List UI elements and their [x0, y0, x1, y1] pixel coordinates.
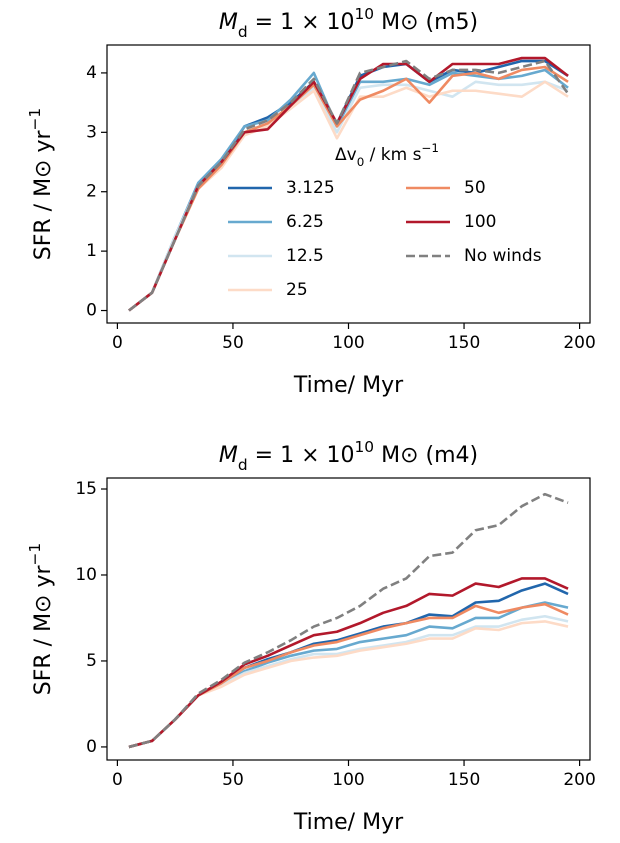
series-line	[128, 601, 569, 749]
series-line	[128, 59, 570, 312]
y-tick-label: 1	[86, 241, 97, 261]
chart-title-part: d	[238, 23, 248, 41]
chart-title-part: = 1 × 10	[248, 443, 355, 468]
x-tick-label: 0	[112, 770, 123, 790]
y-tick-label: 4	[86, 63, 97, 83]
y-axis-label-part: SFR / M⊙ yr	[31, 130, 56, 261]
y-axis-label: SFR / M⊙ yr−1	[26, 543, 57, 695]
legend-label: 25	[286, 280, 308, 300]
x-tick-label: 200	[563, 770, 595, 790]
y-tick-label: 2	[86, 182, 97, 202]
y-tick-label: 0	[86, 737, 97, 757]
x-axis-label: Time/ Myr	[293, 810, 404, 835]
legend-title-part: Δv	[335, 145, 357, 165]
x-tick-label: 50	[222, 333, 244, 353]
y-tick-label: 0	[86, 301, 97, 321]
x-tick-label: 200	[563, 333, 595, 353]
plot-area	[128, 492, 569, 749]
x-tick-label: 100	[332, 770, 364, 790]
legend-title: Δv0 / km s−1	[335, 141, 439, 169]
x-axis-label: Time/ Myr	[293, 373, 404, 398]
y-axis-label-part: −1	[26, 543, 44, 566]
x-tick-label: 150	[448, 770, 480, 790]
axes-frame	[106, 44, 591, 324]
series-line	[128, 577, 569, 749]
legend-label: 50	[464, 178, 486, 198]
legend-title-part: −1	[421, 141, 439, 155]
series-line	[128, 492, 569, 749]
legend-label: 6.25	[286, 212, 324, 232]
chart-title-part: d	[238, 456, 248, 474]
y-tick-label: 5	[86, 651, 97, 671]
plot-area	[128, 56, 570, 312]
y-tick-label: 3	[86, 122, 97, 142]
y-axis-label-part: −1	[26, 108, 44, 131]
chart-title-part: M	[219, 10, 238, 35]
x-tick-label: 0	[112, 333, 123, 353]
chart-title-part: M	[219, 443, 238, 468]
x-tick-label: 150	[448, 333, 480, 353]
x-tick-label: 100	[332, 333, 364, 353]
series-line	[128, 620, 569, 749]
y-tick-label: 15	[75, 479, 97, 499]
series-line	[128, 65, 569, 312]
chart-title-part: = 1 × 10	[248, 10, 355, 35]
legend-title-part: / km s	[364, 145, 421, 165]
chart-title-part: 10	[355, 5, 375, 23]
legend-label: 100	[464, 212, 496, 232]
series-line	[128, 582, 569, 749]
y-axis-label-part: SFR / M⊙ yr	[31, 565, 56, 696]
chart-title-part: M⊙ (m4)	[374, 443, 478, 468]
legend-title-part: 0	[357, 155, 365, 169]
y-axis-label: SFR / M⊙ yr−1	[26, 108, 57, 260]
chart-title-part: 10	[355, 438, 375, 456]
y-tick-label: 10	[75, 565, 97, 585]
x-tick-label: 50	[222, 770, 244, 790]
legend-label: 12.5	[286, 246, 324, 266]
legend-label: No winds	[464, 246, 542, 266]
chart-title-part: M⊙ (m5)	[374, 10, 478, 35]
axes-frame	[106, 477, 591, 761]
chart-title: Md = 1 × 1010 M⊙ (m5)	[219, 5, 478, 41]
legend-label: 3.125	[286, 178, 335, 198]
chart-title: Md = 1 × 1010 M⊙ (m4)	[219, 438, 478, 474]
